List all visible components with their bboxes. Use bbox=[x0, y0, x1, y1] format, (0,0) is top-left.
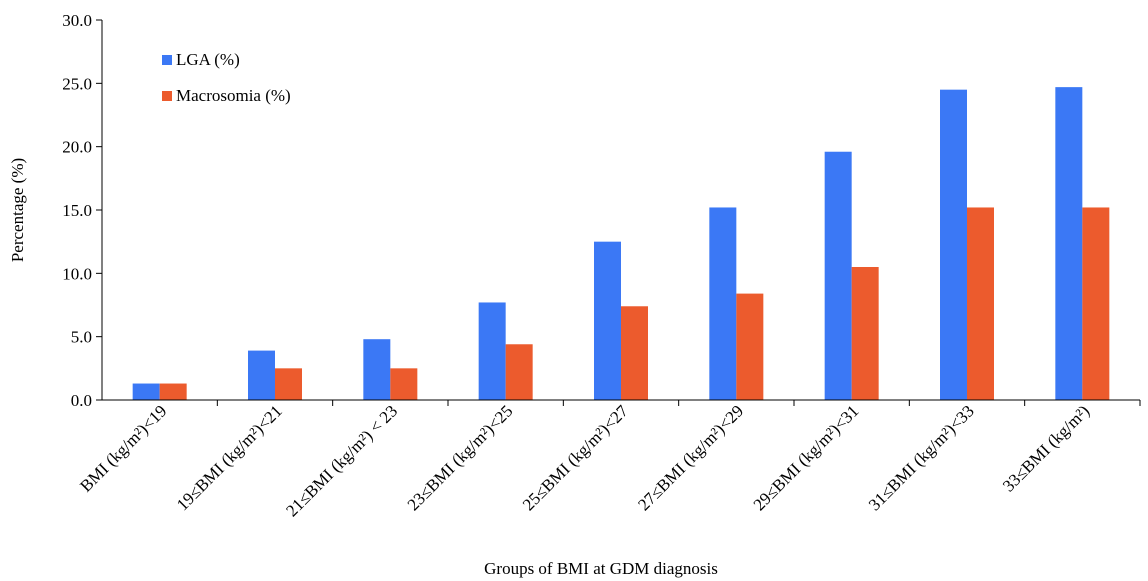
y-tick-label: 0.0 bbox=[71, 391, 92, 410]
legend-label-macrosomia: Macrosomia (%) bbox=[176, 86, 291, 105]
y-tick-label: 25.0 bbox=[62, 74, 92, 93]
y-tick-label: 20.0 bbox=[62, 138, 92, 157]
lga-bar bbox=[709, 207, 737, 400]
macrosomia-bar bbox=[159, 383, 187, 400]
lga-bar bbox=[824, 151, 852, 400]
y-tick-label: 10.0 bbox=[62, 264, 92, 283]
legend-swatch-macrosomia bbox=[162, 91, 172, 101]
macrosomia-bar bbox=[736, 293, 764, 400]
macrosomia-bar bbox=[851, 267, 879, 400]
legend: LGA (%) Macrosomia (%) bbox=[162, 50, 291, 105]
macrosomia-bar bbox=[1082, 207, 1110, 400]
y-tick-label: 15.0 bbox=[62, 201, 92, 220]
y-axis-title: Percentage (%) bbox=[8, 158, 27, 262]
x-tick-label: 27≤BMI (kg/m²)<29 bbox=[634, 401, 747, 514]
legend-swatch-lga bbox=[162, 55, 172, 65]
macrosomia-bar bbox=[390, 368, 418, 400]
y-tick-label: 5.0 bbox=[71, 328, 92, 347]
x-tick-label: 33≤BMI (kg/m²) bbox=[999, 401, 1093, 495]
legend-label-lga: LGA (%) bbox=[176, 50, 240, 69]
y-axis-ticks: 0.0 5.0 10.0 15.0 20.0 25.0 30.0 bbox=[62, 11, 102, 410]
y-tick-label: 30.0 bbox=[62, 11, 92, 30]
lga-bar bbox=[478, 302, 506, 400]
macrosomia-bar bbox=[505, 344, 533, 400]
x-tick-label: 25≤BMI (kg/m²)<27 bbox=[519, 401, 632, 514]
macrosomia-bar bbox=[967, 207, 994, 400]
lga-bar bbox=[132, 383, 160, 400]
x-tick-label: BMI (kg/m²)<19 bbox=[76, 401, 170, 495]
x-tick-label: 29≤BMI (kg/m²)<31 bbox=[750, 401, 863, 514]
macrosomia-bar bbox=[621, 306, 648, 400]
x-tick-label: 21≤BMI (kg/m²) < 23 bbox=[282, 401, 401, 520]
bars-group bbox=[132, 87, 1110, 401]
x-tick-label: 19≤BMI (kg/m²)<21 bbox=[173, 401, 286, 514]
lga-bar bbox=[248, 350, 275, 400]
x-tick-label: 23≤BMI (kg/m²)<25 bbox=[404, 401, 517, 514]
x-tick-label: 31≤BMI (kg/m²)<33 bbox=[865, 401, 978, 514]
lga-bar bbox=[940, 89, 967, 401]
lga-bar bbox=[1055, 87, 1083, 400]
lga-bar bbox=[594, 241, 621, 400]
x-axis-title: Groups of BMI at GDM diagnosis bbox=[484, 559, 718, 578]
macrosomia-bar bbox=[275, 368, 302, 400]
lga-bar bbox=[363, 339, 391, 400]
